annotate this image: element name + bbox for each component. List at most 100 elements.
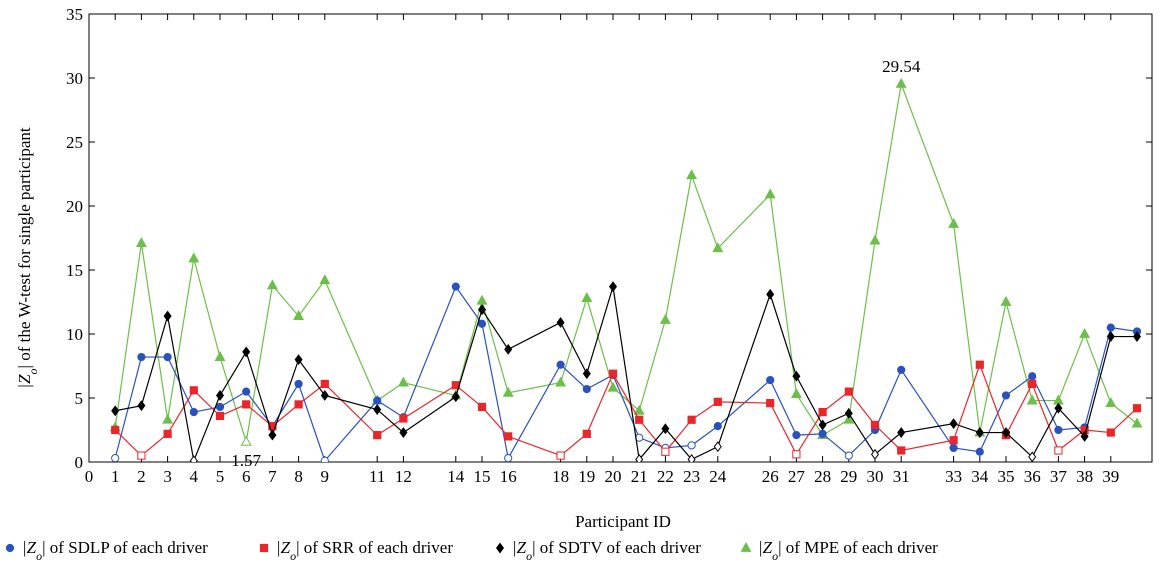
x-tick-label: 7 xyxy=(268,467,277,486)
data-point-triangle xyxy=(555,376,567,387)
data-point-triangle xyxy=(240,435,252,446)
data-point-diamond xyxy=(844,407,853,419)
data-point-diamond xyxy=(556,317,565,328)
data-point-square xyxy=(844,387,853,396)
x-tick-label: 35 xyxy=(998,467,1015,486)
data-point-diamond xyxy=(451,391,460,403)
data-point-square xyxy=(189,386,198,395)
data-point-diamond xyxy=(504,343,513,355)
data-point-circle xyxy=(137,352,146,362)
data-point-triangle xyxy=(581,292,593,303)
x-tick-label: 38 xyxy=(1076,467,1093,486)
x-tick-label: 19 xyxy=(578,467,595,486)
legend-item: |Zo| of SDLP of each driver xyxy=(5,538,208,563)
x-tick-label: 12 xyxy=(395,467,412,486)
data-point-circle xyxy=(582,384,591,394)
data-point-square xyxy=(320,379,329,389)
series-diamond xyxy=(111,281,1142,462)
series-group xyxy=(109,77,1143,462)
data-point-circle xyxy=(111,454,120,462)
y-tick-label: 10 xyxy=(66,325,83,344)
data-point-triangle xyxy=(476,294,488,305)
legend-label-rest: | of SDLP of each driver xyxy=(42,538,208,557)
data-point-triangle xyxy=(1131,417,1143,428)
data-point-diamond xyxy=(608,281,618,293)
legend-marker-triangle xyxy=(740,541,752,552)
legend-label-sub: o xyxy=(36,549,42,563)
data-point-diamond xyxy=(1132,331,1142,343)
legend-item: |Zo| of SRR of each driver xyxy=(259,538,453,563)
y-tick-label: 20 xyxy=(66,197,83,216)
x-tick-label: 14 xyxy=(447,467,465,486)
legend-item: |Zo| of MPE of each driver xyxy=(740,538,938,563)
data-point-square xyxy=(949,436,958,445)
data-point-circle xyxy=(1054,425,1063,435)
data-point-square xyxy=(661,447,670,456)
x-tick-label: 0 xyxy=(85,467,94,486)
data-point-diamond xyxy=(818,419,827,431)
data-point-square xyxy=(556,451,565,460)
data-point-diamond xyxy=(320,389,329,401)
legend-item: |Zo| of SDTV of each driver xyxy=(495,538,701,563)
data-point-triangle xyxy=(214,350,226,361)
data-point-diamond xyxy=(870,448,880,460)
data-point-diamond xyxy=(242,346,251,358)
y-tick-label: 15 xyxy=(66,261,83,280)
data-point-circle xyxy=(766,375,775,385)
x-tick-label: 28 xyxy=(814,467,831,486)
data-point-diamond xyxy=(399,427,408,439)
data-point-circle xyxy=(975,447,984,456)
data-point-circle xyxy=(1106,323,1115,332)
data-point-triangle xyxy=(266,279,278,290)
data-point-circle xyxy=(373,396,382,405)
x-tick-label: 27 xyxy=(788,467,806,486)
series-line xyxy=(114,81,1138,443)
x-tick-label: 6 xyxy=(242,467,251,486)
data-point-diamond xyxy=(137,400,146,412)
data-point-circle xyxy=(242,387,251,396)
annotations: 29.54 1.57 xyxy=(231,57,921,470)
x-tick-label: 16 xyxy=(500,467,517,486)
legend-marker-square xyxy=(259,543,269,553)
x-tick-label: 11 xyxy=(369,467,385,486)
data-point-square xyxy=(870,420,880,429)
data-point-square xyxy=(1028,379,1037,389)
legend-label-prefix: |Z xyxy=(276,538,291,557)
legend-label-sub: o xyxy=(772,549,778,563)
data-point-diamond xyxy=(661,423,670,435)
y-tick-label: 30 xyxy=(66,69,83,88)
data-point-diamond xyxy=(635,453,644,462)
data-point-square xyxy=(137,451,146,460)
data-point-circle xyxy=(189,407,198,417)
data-point-square xyxy=(582,429,591,438)
data-point-square xyxy=(897,446,906,455)
data-point-diamond xyxy=(1106,331,1115,343)
data-point-diamond xyxy=(111,405,120,417)
x-tick-label: 3 xyxy=(163,467,172,486)
data-point-circle xyxy=(451,282,460,291)
data-point-triangle xyxy=(633,404,645,415)
data-point-triangle xyxy=(135,237,147,248)
data-point-diamond xyxy=(163,310,172,322)
data-point-circle xyxy=(477,319,487,328)
data-point-square xyxy=(215,411,225,421)
y-tick-label: 25 xyxy=(66,133,83,152)
data-point-diamond xyxy=(766,288,775,300)
data-point-diamond xyxy=(792,370,801,382)
data-point-triangle xyxy=(790,388,802,399)
x-tick-label: 36 xyxy=(1024,467,1041,486)
data-point-diamond xyxy=(215,389,225,401)
series-square xyxy=(111,360,1142,460)
data-label: 29.54 xyxy=(882,57,921,76)
legend-label-sub: o xyxy=(526,549,532,563)
data-point-square xyxy=(608,369,618,378)
legend-label: |Zo| of SDTV of each driver xyxy=(512,538,701,563)
x-tick-label: 31 xyxy=(893,467,910,486)
y-axis-title-prefix: |Z xyxy=(15,374,34,389)
data-point-square xyxy=(766,399,775,408)
data-point-square xyxy=(1106,428,1115,437)
data-point-square xyxy=(687,415,696,424)
legend-label-rest: | of SDTV of each driver xyxy=(532,538,701,557)
data-point-diamond xyxy=(1080,430,1089,442)
